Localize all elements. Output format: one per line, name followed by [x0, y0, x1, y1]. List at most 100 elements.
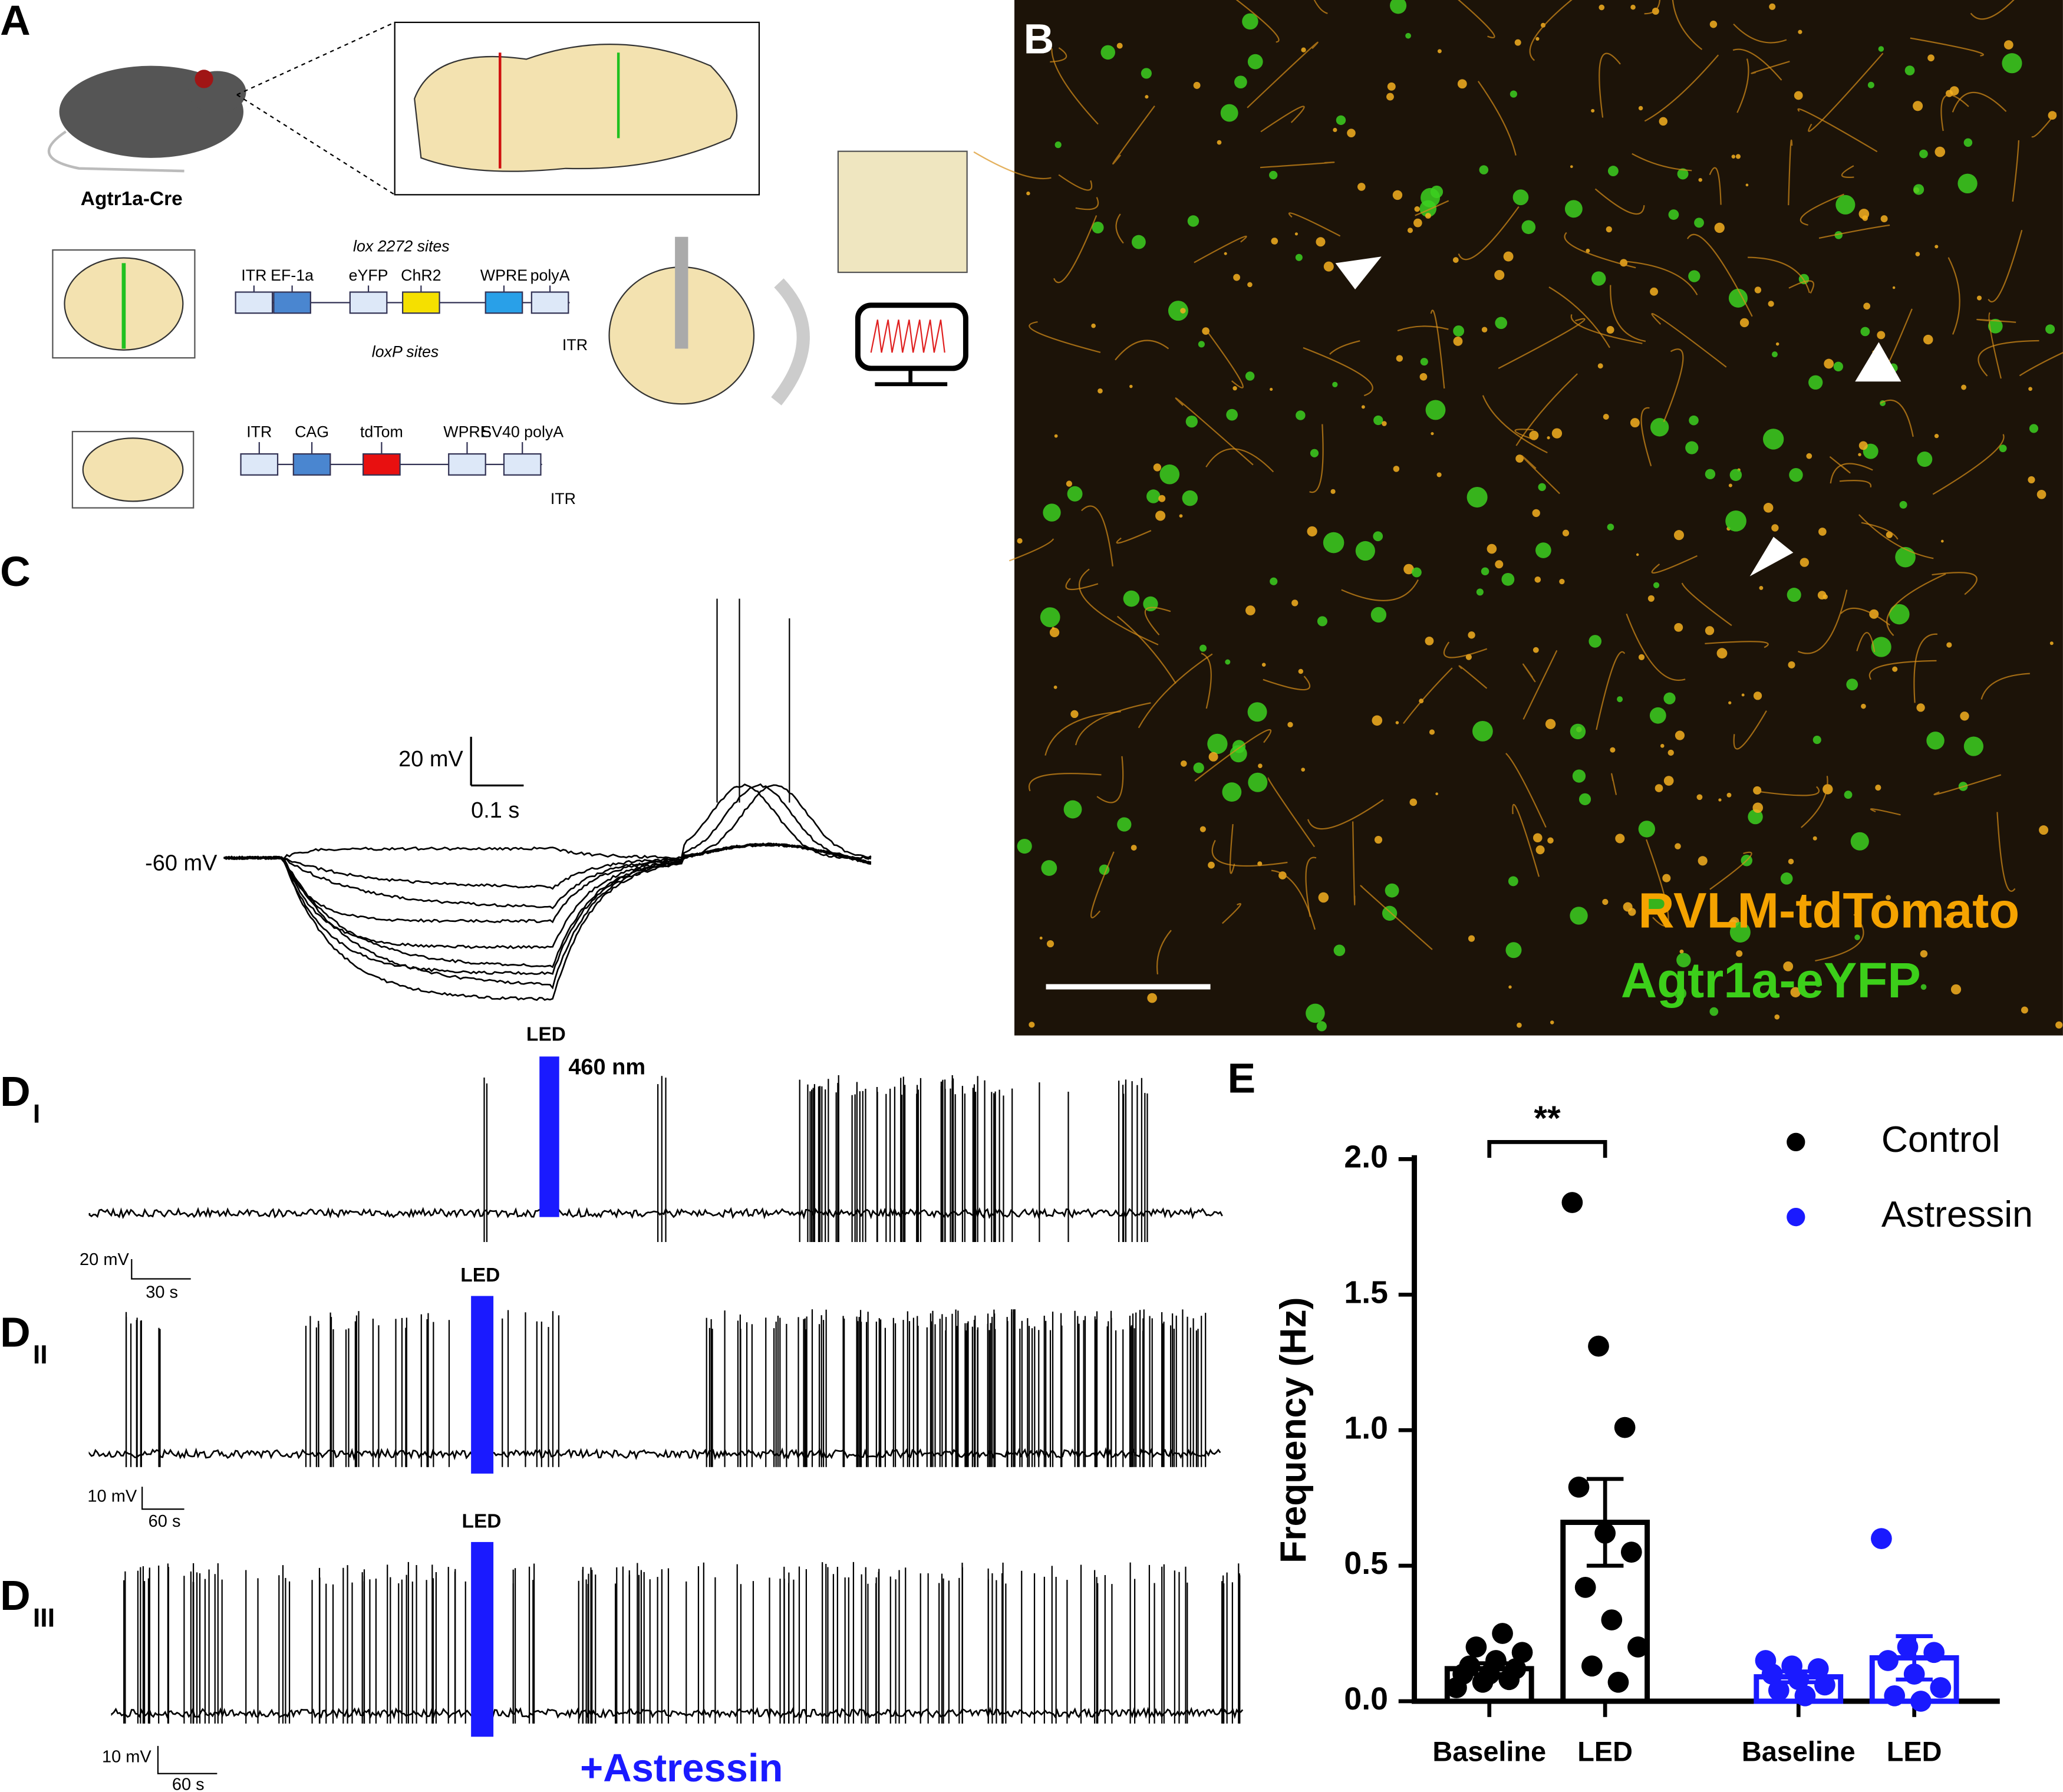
zoom-line — [236, 21, 396, 95]
cell — [2028, 476, 2035, 484]
led-pulse — [471, 1541, 494, 1737]
cell — [2045, 324, 2055, 334]
fiber — [1090, 851, 1115, 918]
cell — [1155, 510, 1166, 521]
fiber — [2019, 351, 2063, 377]
cell — [1610, 747, 1616, 753]
brain-sagittal — [414, 44, 738, 172]
cell — [1570, 165, 1573, 169]
cell — [1181, 760, 1187, 767]
voltage-traces — [223, 598, 872, 1002]
cell — [1547, 436, 1550, 440]
data-point — [1511, 1642, 1533, 1663]
cell — [1347, 129, 1356, 137]
cell — [1247, 702, 1267, 722]
cell — [1242, 13, 1258, 30]
cell — [1330, 489, 1336, 494]
cell — [1390, 0, 1407, 14]
cell — [1043, 503, 1061, 522]
cell — [1748, 809, 1763, 825]
cell — [1269, 170, 1278, 180]
cell — [1943, 917, 1947, 921]
cell — [1854, 934, 1860, 940]
fiber — [1798, 589, 1848, 654]
fiber — [1672, 0, 1703, 50]
fiber — [1514, 429, 1535, 441]
fiber — [1521, 455, 1560, 495]
cell — [1988, 318, 2003, 334]
cell — [1892, 286, 1896, 289]
cell — [1382, 905, 1398, 921]
construct-label: tdTom — [360, 423, 403, 440]
cell — [1029, 1022, 1035, 1028]
cell — [1570, 723, 1586, 740]
fiber — [1651, 555, 1698, 574]
fiber — [1096, 756, 1124, 803]
cell — [1545, 719, 1556, 729]
cell — [1147, 993, 1157, 1003]
fiber — [1458, 206, 1520, 261]
fiber — [1115, 340, 1169, 361]
cell — [1098, 388, 1103, 394]
fiber — [1477, 81, 1517, 156]
fiber — [1505, 753, 1547, 828]
cell — [1790, 987, 1801, 997]
fiber — [1260, 162, 1335, 169]
cell — [1812, 836, 1817, 841]
cell — [1649, 707, 1666, 724]
legend-marker — [1787, 1132, 1805, 1152]
cell — [1481, 567, 1489, 575]
fiber — [1610, 285, 1646, 342]
cell — [1403, 564, 1414, 575]
data-point — [1794, 1685, 1816, 1707]
fiber — [973, 151, 1052, 180]
data-point — [1459, 1655, 1481, 1677]
panel-sublabel: III — [33, 1603, 55, 1632]
cell — [1659, 117, 1667, 126]
construct-label: ChR2 — [401, 266, 441, 284]
fiber — [1732, 48, 1782, 81]
panel-label: C — [0, 548, 31, 595]
fiber — [1800, 193, 1844, 226]
cell — [2028, 387, 2032, 391]
cell — [1395, 721, 1399, 724]
cell — [1638, 106, 1643, 111]
voltage-trace — [223, 842, 871, 924]
fiber — [1858, 514, 1934, 559]
cell — [1904, 65, 1915, 75]
scale-bar — [131, 1259, 191, 1280]
cell — [1674, 622, 1683, 632]
cell — [1860, 327, 1870, 337]
cell — [1915, 252, 1920, 256]
cell — [1834, 231, 1843, 239]
construct-element — [273, 291, 311, 314]
cell — [1889, 604, 1910, 625]
cell — [1877, 331, 1886, 340]
cell — [1199, 644, 1207, 652]
fiber — [1498, 318, 1586, 369]
cell — [1540, 22, 1546, 28]
cell — [1835, 195, 1856, 215]
construct-element — [530, 291, 569, 314]
cell — [2003, 40, 2013, 50]
data-point — [1871, 1528, 1892, 1549]
fiber — [1403, 667, 1453, 724]
cell — [1053, 685, 1057, 689]
fiber — [1522, 663, 1536, 683]
cell — [1026, 191, 1030, 196]
cell — [1999, 444, 2007, 453]
cell — [1927, 54, 1935, 62]
fiber — [1138, 653, 1213, 729]
construct-element — [448, 453, 486, 476]
fiber — [1596, 651, 1626, 730]
cell — [1361, 405, 1365, 409]
cell — [1564, 200, 1583, 218]
cell — [1271, 238, 1278, 245]
cell — [1382, 421, 1387, 426]
cell — [1685, 441, 1699, 454]
cell — [1946, 642, 1952, 648]
cell — [1437, 49, 1442, 54]
construct-label: eYFP — [349, 266, 388, 284]
fiber — [1980, 673, 2030, 700]
cell — [1332, 381, 1338, 387]
